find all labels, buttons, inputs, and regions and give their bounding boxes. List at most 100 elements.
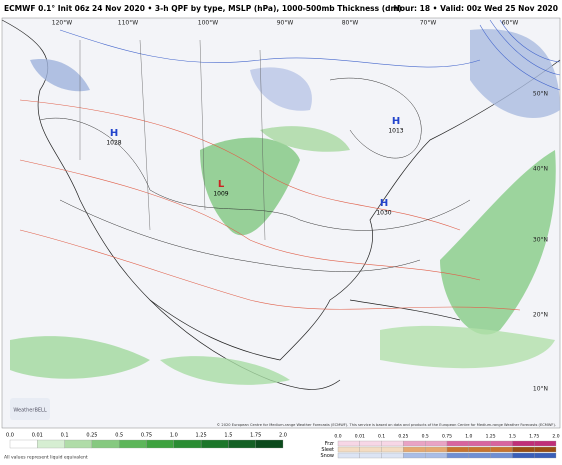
- legend-tick: 1.5: [224, 433, 232, 439]
- legend-swatch: [534, 446, 557, 453]
- legend-swatch: [119, 439, 147, 449]
- map: [1, 17, 561, 429]
- legend-note: All values represent liquid equivalent: [4, 455, 88, 461]
- legend-swatch: [37, 439, 65, 449]
- longitude-label: 60°W: [502, 20, 519, 27]
- longitude-label: 110°W: [118, 20, 138, 27]
- thickness-line: [19, 159, 481, 281]
- legend-type: Frzr: [325, 441, 335, 447]
- legend-swatch: [403, 440, 426, 447]
- legend-swatch: [9, 439, 38, 449]
- legend-tick: 0.75: [442, 434, 452, 440]
- legend-swatch: [403, 452, 426, 459]
- legend-swatch: [490, 446, 513, 453]
- legend-swatch: [359, 440, 382, 447]
- legend-swatch: [468, 440, 491, 447]
- isobar: [39, 117, 471, 231]
- rain-area: [10, 336, 150, 379]
- latitude-label: 10°N: [533, 386, 548, 393]
- snow-area: [470, 29, 560, 119]
- legend-tick: 1.0: [170, 433, 178, 439]
- legend-tick: 1.25: [486, 434, 496, 440]
- legend-tick: 0.01: [355, 434, 365, 440]
- legend-swatch: [64, 439, 93, 449]
- legend-swatch: [534, 452, 557, 459]
- legend-swatch: [228, 439, 256, 449]
- legend-swatch: [91, 439, 120, 449]
- legend-tick: 0.75: [141, 433, 152, 439]
- legend-swatch: [173, 439, 202, 449]
- legend-swatch: [534, 440, 557, 447]
- legend-swatch: [425, 452, 448, 459]
- legend-tick: 1.25: [196, 433, 207, 439]
- legend-swatch: [337, 440, 360, 447]
- rain-area: [380, 325, 555, 369]
- thickness-line: [19, 99, 461, 231]
- legend-swatch: [446, 440, 469, 447]
- latitude-label: 30°N: [533, 237, 548, 244]
- legend-tick: 0.0: [334, 434, 341, 440]
- legend-swatch: [255, 439, 284, 449]
- legend-swatch: [381, 440, 404, 447]
- longitude-label: 90°W: [277, 20, 294, 27]
- pressure-value: 1030: [376, 210, 391, 217]
- legend-swatch: [490, 452, 513, 459]
- legend-swatch: [359, 452, 382, 459]
- longitude-label: 100°W: [198, 20, 218, 27]
- copyright: © 2020 European Centre for Medium-range …: [217, 423, 556, 427]
- rain-area: [200, 137, 300, 236]
- pressure-value: 1028: [106, 140, 121, 147]
- legend-swatch: [512, 440, 535, 447]
- legend-tick: 0.25: [398, 434, 408, 440]
- legend-swatch: [359, 446, 382, 453]
- legend-swatch: [337, 446, 360, 453]
- longitude-label: 80°W: [342, 20, 359, 27]
- legend-tick: 1.75: [529, 434, 539, 440]
- legend-swatch: [337, 452, 360, 459]
- legend-swatch: [381, 452, 404, 459]
- legend-swatch: [403, 446, 426, 453]
- pressure-center: L: [218, 179, 225, 190]
- legend-tick: 0.01: [32, 433, 43, 439]
- legend-tick: 0.25: [86, 433, 97, 439]
- legend-swatch: [425, 440, 448, 447]
- rain-area: [260, 126, 350, 152]
- legend-tick: 1.0: [465, 434, 472, 440]
- thickness-line: [19, 229, 521, 311]
- latitude-label: 20°N: [533, 312, 548, 319]
- logo: WeatherBELL: [13, 408, 46, 414]
- legend-tick: 0.0: [6, 433, 14, 439]
- legend-swatch: [200, 439, 229, 449]
- legend-swatch: [381, 446, 404, 453]
- legend-tick: 1.75: [250, 433, 261, 439]
- latitude-label: 50°N: [533, 91, 548, 98]
- pressure-value: 1013: [388, 128, 403, 135]
- borders: [79, 39, 266, 241]
- rain-area: [440, 150, 556, 335]
- legend-swatch: [468, 446, 491, 453]
- legend-swatch: [512, 446, 535, 453]
- title: ECMWF 0.1° Init 06z 24 Nov 2020 • 3-h QP…: [4, 4, 402, 13]
- legend-swatch: [146, 439, 174, 449]
- legend-tick: 2.0: [279, 433, 287, 439]
- valid-time: Hour: 18 • Valid: 00z Wed 25 Nov 2020: [394, 4, 558, 13]
- isobar: [59, 199, 421, 272]
- legend-tick: 0.1: [378, 434, 385, 440]
- snow-area: [250, 67, 312, 111]
- legend-swatch: [468, 452, 491, 459]
- legend-tick: 0.5: [115, 433, 123, 439]
- legend-type: Snow: [321, 453, 335, 459]
- pressure-value: 1009: [213, 191, 228, 198]
- legend-tick: 1.5: [509, 434, 516, 440]
- legend-swatch: [512, 452, 535, 459]
- pressure-center: H: [110, 128, 118, 139]
- snow-area: [30, 59, 90, 92]
- logo-badge: [10, 398, 50, 420]
- latitude-label: 40°N: [533, 166, 548, 173]
- coastline: [1, 19, 561, 361]
- rain-area: [160, 356, 290, 385]
- isobar: [329, 77, 422, 159]
- legend-swatch: [490, 440, 513, 447]
- longitude-label: 70°W: [420, 20, 437, 27]
